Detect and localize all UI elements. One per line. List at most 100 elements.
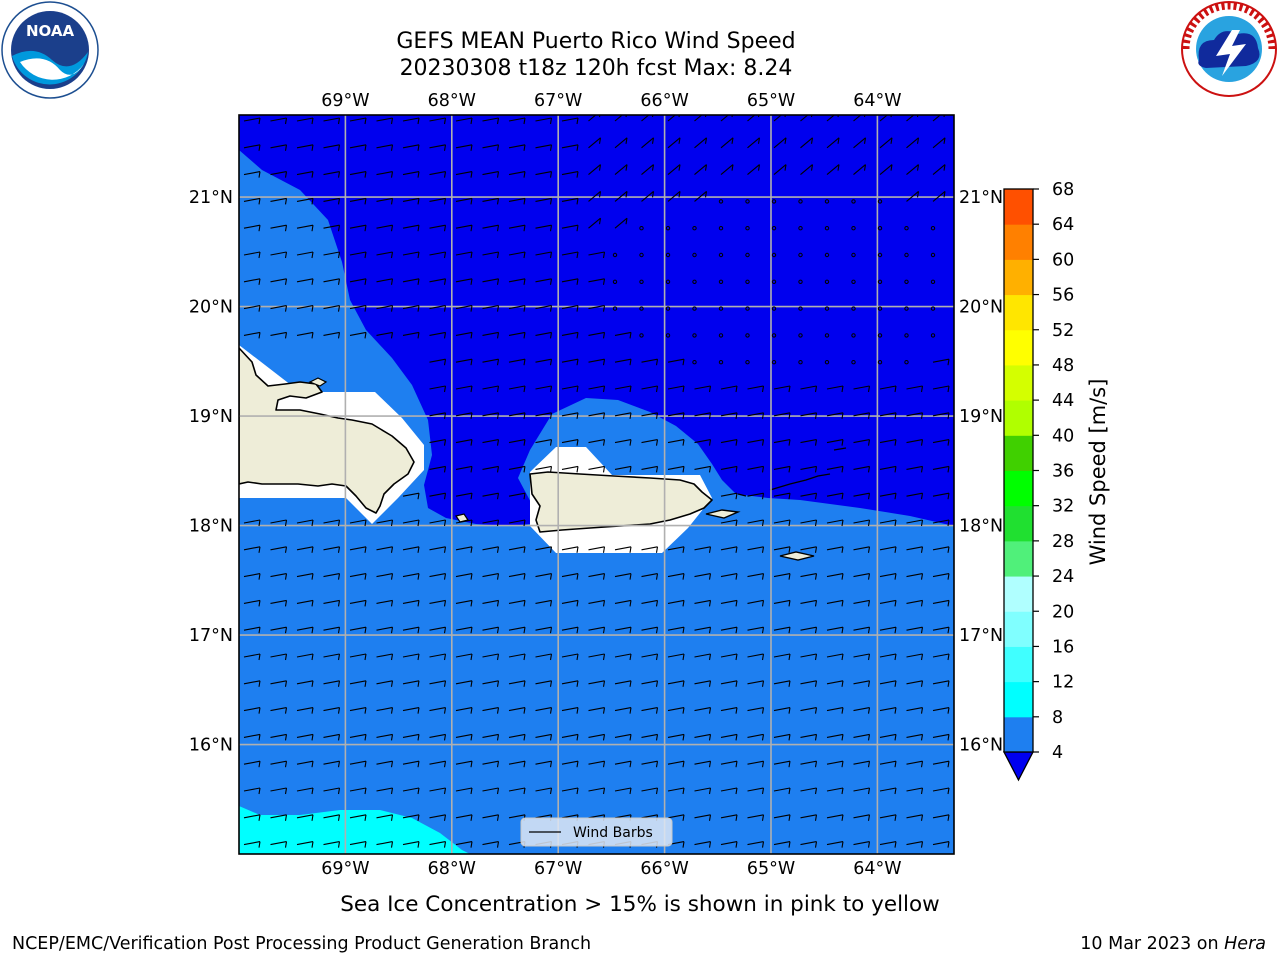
wind-barb: [932, 115, 945, 122]
wind-barb: [535, 599, 553, 607]
wind-barb: [535, 680, 553, 687]
mona-island: [455, 513, 469, 523]
lat-label-left: 19°N: [189, 407, 233, 427]
wind-barb: [641, 573, 659, 580]
calm-barb: [639, 306, 644, 311]
wind-barb: [747, 599, 765, 607]
wind-barb: [667, 680, 685, 687]
colorbar-tick-label: 68: [1052, 180, 1074, 200]
calm-barb: [877, 306, 883, 311]
wind-barb: [932, 760, 950, 768]
wind-barb: [747, 385, 765, 393]
wind-barb: [482, 787, 500, 795]
wind-barb: [376, 841, 394, 848]
wind-barb: [588, 573, 606, 580]
wind-barb: [667, 626, 685, 634]
wind-barb: [561, 117, 579, 125]
wind-barb: [482, 760, 500, 768]
wind-barb: [800, 814, 818, 821]
wind-barb: [720, 707, 738, 714]
wind-barb: [508, 733, 526, 741]
calm-barb: [798, 360, 803, 365]
wind-barb: [879, 841, 897, 848]
noaa-logo-gull: [20, 58, 84, 80]
wind-barb: [535, 358, 553, 366]
calm-barb: [718, 226, 724, 231]
wind-barb: [588, 358, 606, 366]
wind-barb: [402, 707, 420, 714]
wind-barb: [323, 278, 341, 285]
colorbar-label: Wind Speed [m/s]: [1086, 379, 1110, 566]
wind-barb: [429, 358, 447, 366]
wind-barb: [508, 358, 526, 366]
wind-barb: [773, 599, 791, 607]
wind-barb: [694, 439, 712, 446]
wind-barb: [614, 331, 632, 339]
wind-barb: [747, 137, 761, 149]
wind-barb: [614, 358, 632, 366]
calm-barb: [745, 333, 750, 338]
latitude-labels-left: 21°N 20°N 19°N 18°N 17°N 16°N: [189, 188, 233, 755]
wind-barb: [376, 144, 394, 151]
calm-barb: [824, 306, 830, 311]
wind-barb: [853, 519, 871, 527]
wind-barb: [800, 599, 818, 607]
lat-label-left: 17°N: [189, 626, 233, 646]
wind-barb: [826, 385, 844, 393]
wind-barb: [482, 144, 500, 151]
wind-barb: [482, 546, 500, 553]
wind-barb: [694, 599, 712, 607]
wind-barb: [323, 546, 341, 553]
calm-barb: [798, 333, 803, 338]
wind-barb: [429, 599, 447, 607]
wind-barb: [508, 573, 526, 580]
wind-barb: [429, 144, 447, 151]
wind-barb: [588, 546, 606, 553]
wind-barb: [455, 760, 473, 768]
calm-barb: [930, 333, 936, 338]
calm-barb: [930, 279, 936, 284]
wind-barb: [296, 197, 314, 205]
wind-barb: [667, 115, 680, 122]
calm-barb: [824, 199, 830, 204]
wind-barb: [323, 331, 341, 339]
wind-barb: [508, 599, 526, 607]
colorbar: 68 64 60 56 52 48 44 40 36 32 28 24 20 16 12 8 4: [1002, 180, 1074, 782]
wind-barb: [349, 331, 367, 339]
wind-barb: [879, 760, 897, 768]
colorbar-segment: [1004, 294, 1033, 331]
calm-barb: [745, 199, 750, 204]
wind-barb: [747, 439, 765, 446]
wind-barb: [932, 164, 946, 176]
wind-barb: [853, 787, 871, 795]
wind-barb: [694, 733, 712, 741]
wind-barb: [508, 251, 526, 259]
wind-barb: [376, 546, 394, 553]
wind-barb: [508, 197, 526, 205]
wind-barb: [270, 117, 288, 125]
wind-barb: [561, 251, 579, 259]
wind-barb: [429, 465, 447, 473]
colorbar-segment: [1004, 716, 1033, 753]
wind-barb: [429, 760, 447, 768]
wind-barb: [243, 626, 261, 634]
wind-barb: [879, 733, 897, 741]
wind-barb: [853, 465, 871, 473]
footer-date: 10 Mar 2023 on Hera: [1080, 934, 1266, 954]
wind-barb: [482, 626, 500, 634]
wind-barb: [296, 680, 314, 687]
wind-barb: [270, 224, 288, 232]
wind-barb: [535, 305, 553, 312]
wind-barb: [508, 224, 526, 232]
calm-barb: [612, 279, 618, 284]
wind-barb: [747, 626, 765, 634]
lat-label-left: 16°N: [189, 736, 233, 756]
wind-barb: [641, 137, 655, 149]
calm-barb: [851, 252, 856, 258]
noaa-logo-text: NOAA: [26, 22, 75, 40]
wind-barb: [879, 137, 893, 149]
wind-barb: [455, 733, 473, 741]
wind-barb: [614, 385, 632, 393]
wind-barb: [376, 814, 394, 821]
wind-barb: [296, 519, 314, 527]
